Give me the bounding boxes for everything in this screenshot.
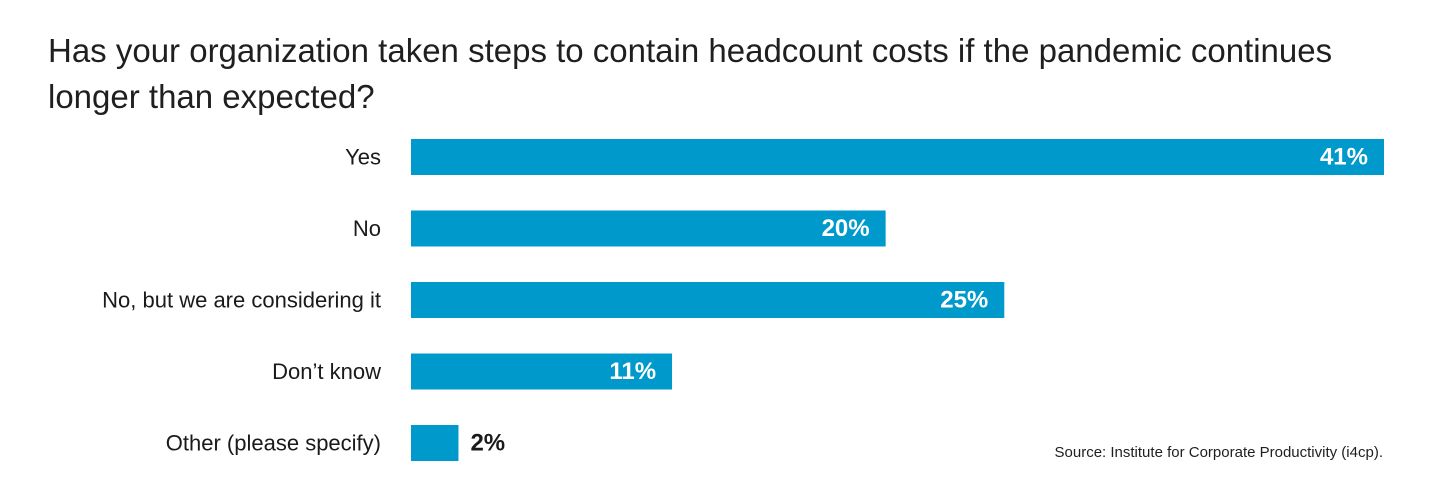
category-label: Yes — [345, 145, 381, 170]
data-label: 11% — [609, 358, 656, 385]
data-label: 20% — [822, 215, 870, 242]
data-label: 25% — [940, 287, 988, 314]
category-label: Other (please specify) — [166, 431, 381, 456]
source-note: Source: Institute for Corporate Producti… — [1054, 444, 1383, 461]
bar — [411, 353, 673, 390]
bar — [411, 282, 1005, 318]
bar — [411, 210, 886, 247]
category-label: No, but we are considering it — [102, 288, 381, 313]
data-label: 41% — [1320, 144, 1368, 171]
category-label: No — [353, 216, 381, 241]
chart-title: Has your organization taken steps to con… — [48, 32, 1333, 115]
category-label: Don’t know — [272, 359, 381, 384]
bar — [411, 425, 459, 461]
bar — [411, 139, 1384, 175]
data-label: 2% — [470, 430, 505, 457]
